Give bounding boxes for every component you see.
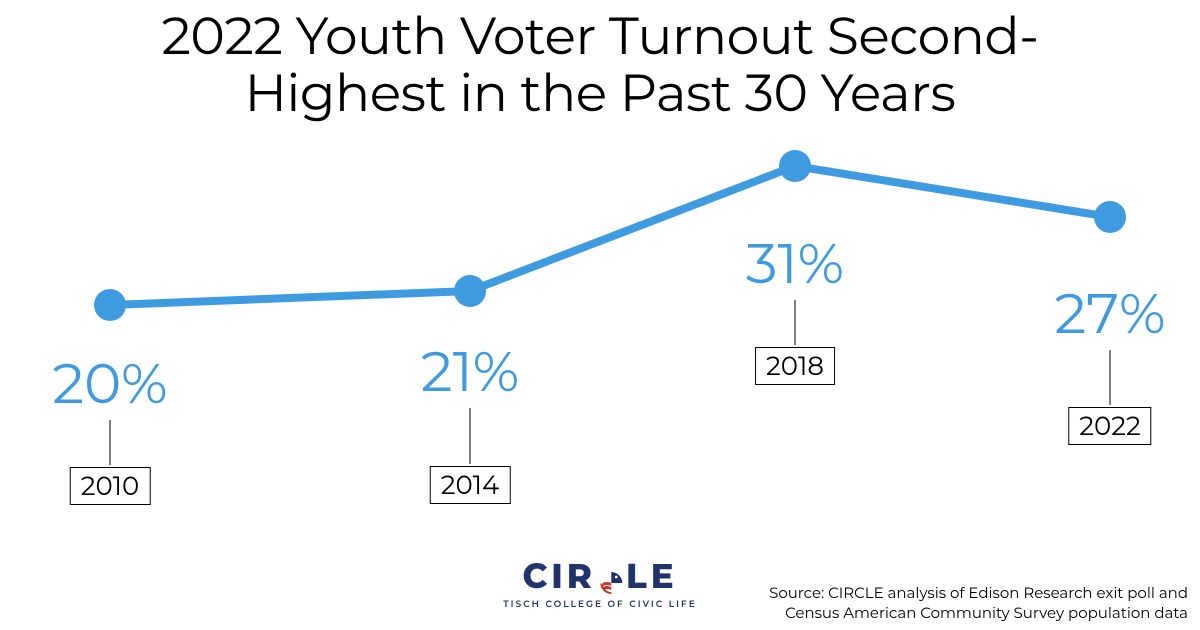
logo-text-right: LE bbox=[626, 555, 678, 597]
value-label: 20% bbox=[52, 350, 167, 418]
label-connector bbox=[110, 420, 111, 465]
label-connector bbox=[795, 300, 796, 345]
source-line-2: Census American Community Survey populat… bbox=[769, 603, 1188, 623]
data-point-marker bbox=[454, 275, 486, 307]
data-point-marker bbox=[1094, 201, 1126, 233]
year-label: 2022 bbox=[1068, 407, 1151, 445]
value-label: 21% bbox=[421, 338, 519, 406]
year-label: 2014 bbox=[430, 466, 511, 504]
year-label: 2010 bbox=[70, 467, 151, 505]
data-point-marker bbox=[94, 289, 126, 321]
circle-logo: CIR LE TISCH COLLEGE OF CIVIC LIFE bbox=[503, 555, 696, 610]
line-chart bbox=[0, 0, 1200, 630]
source-attribution: Source: CIRCLE analysis of Edison Resear… bbox=[769, 583, 1188, 622]
value-label: 27% bbox=[1054, 280, 1165, 348]
logo-text-left: CIR bbox=[522, 555, 596, 597]
logo-subtitle: TISCH COLLEGE OF CIVIC LIFE bbox=[503, 599, 696, 610]
year-label: 2018 bbox=[755, 347, 835, 385]
value-label: 31% bbox=[746, 230, 844, 298]
label-connector bbox=[1110, 350, 1111, 405]
data-point-marker bbox=[779, 150, 811, 182]
label-connector bbox=[470, 408, 471, 464]
logo-wordmark: CIR LE bbox=[503, 555, 696, 597]
logo-flag-icon bbox=[598, 563, 624, 589]
source-line-1: Source: CIRCLE analysis of Edison Resear… bbox=[769, 583, 1188, 603]
